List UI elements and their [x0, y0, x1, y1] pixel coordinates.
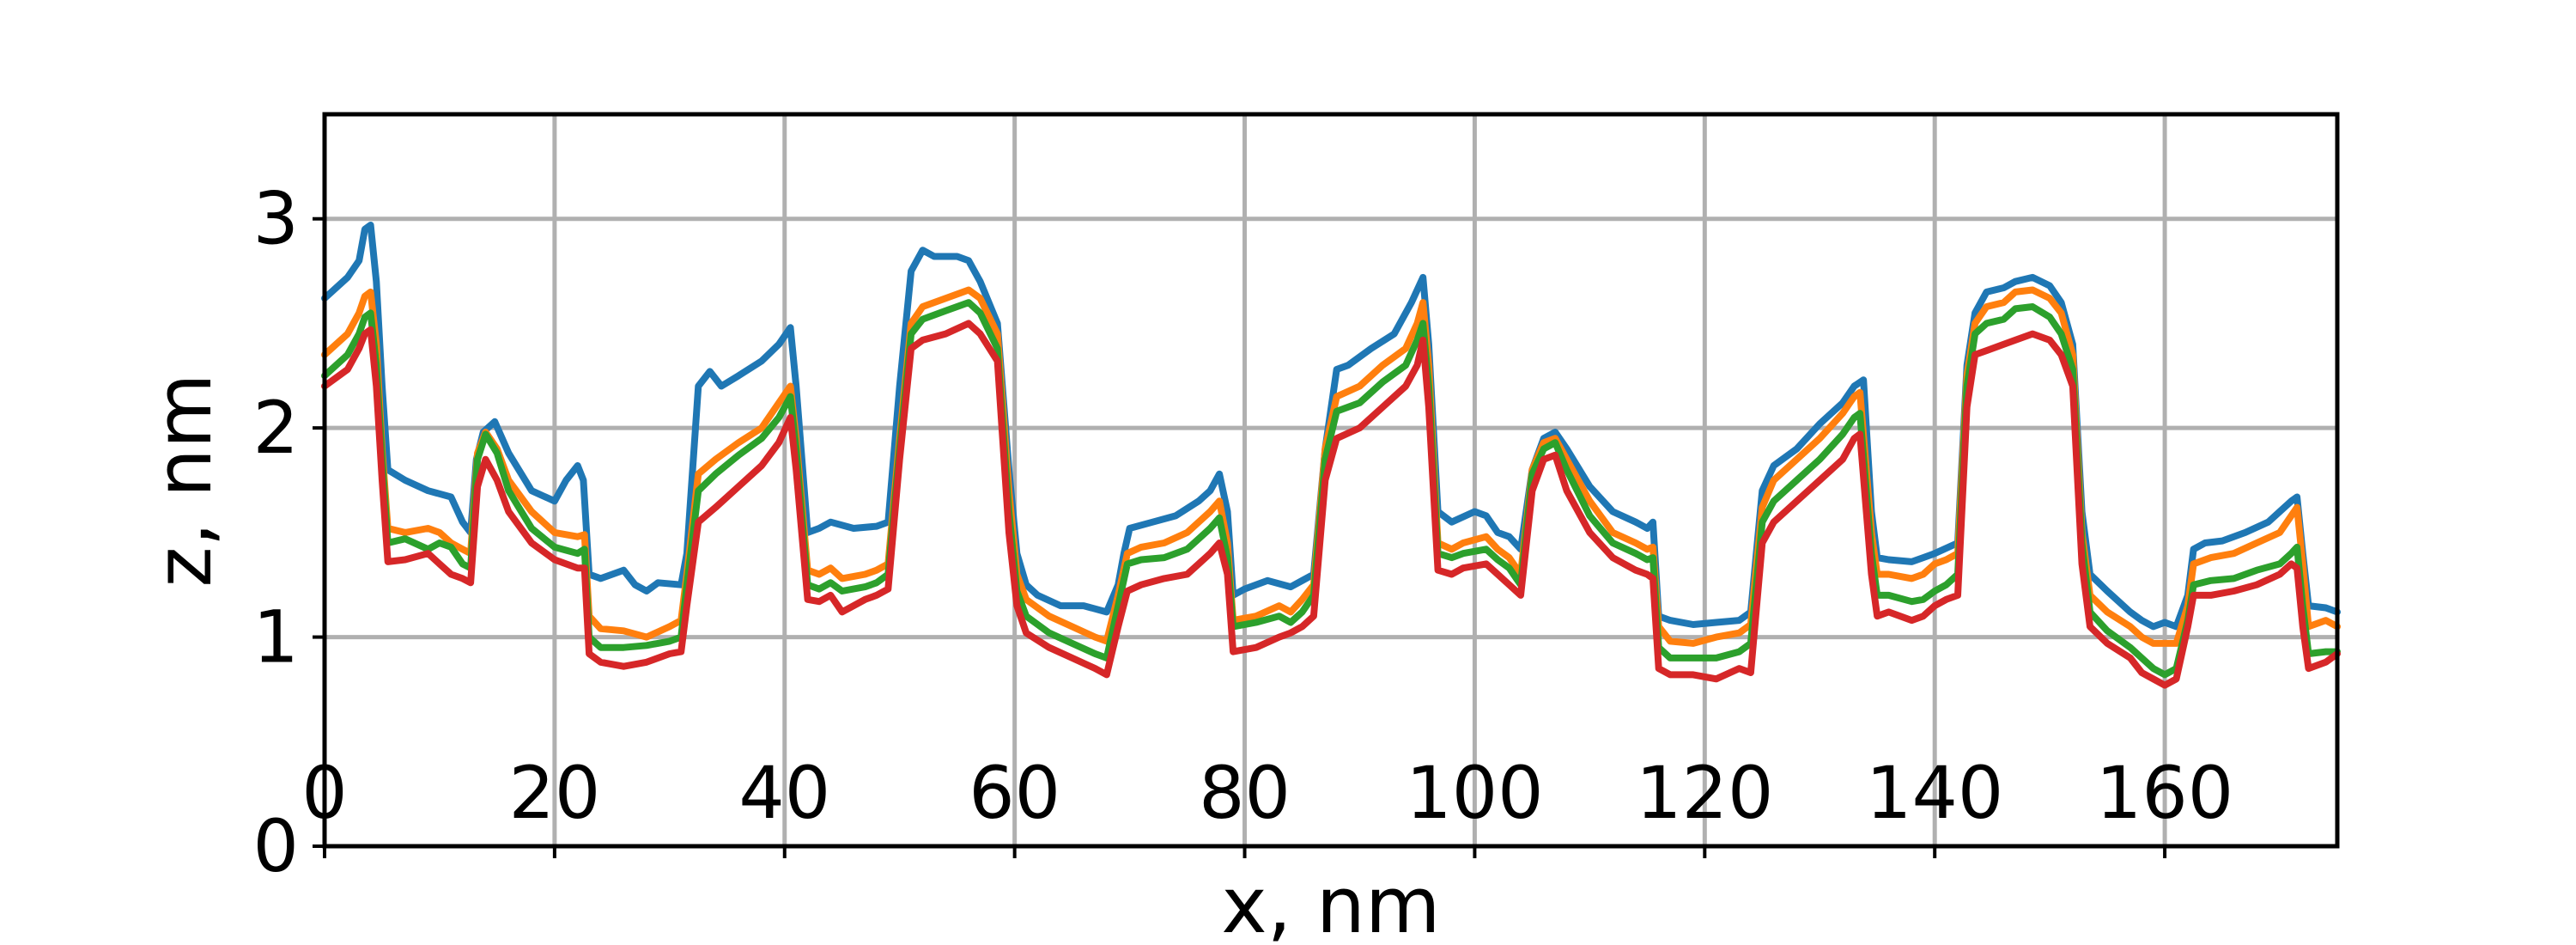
y-tick-label: 1	[253, 595, 299, 680]
x-tick-label: 140	[1866, 751, 2003, 835]
grid	[322, 114, 2337, 849]
x-tick-label: 40	[738, 751, 830, 835]
series-line-4	[321, 320, 2341, 689]
x-axis-label: x, nm	[1221, 861, 1440, 945]
series-group	[321, 222, 2341, 689]
x-tick-label: 120	[1636, 751, 1773, 835]
x-tick-label: 80	[1199, 751, 1291, 835]
x-tick-label: 100	[1406, 751, 1543, 835]
x-tick-label: 0	[301, 751, 347, 835]
y-tick-label: 2	[253, 386, 299, 470]
y-tick-label: 3	[253, 177, 299, 261]
x-tick-label: 60	[969, 751, 1060, 835]
series-line-3	[321, 299, 2341, 679]
y-tick-label: 0	[253, 804, 299, 888]
plot-frame	[322, 112, 2340, 849]
x-tick-label: 160	[2096, 751, 2233, 835]
y-axis-label: z, nm	[139, 373, 229, 587]
x-tick-label: 20	[508, 751, 600, 835]
